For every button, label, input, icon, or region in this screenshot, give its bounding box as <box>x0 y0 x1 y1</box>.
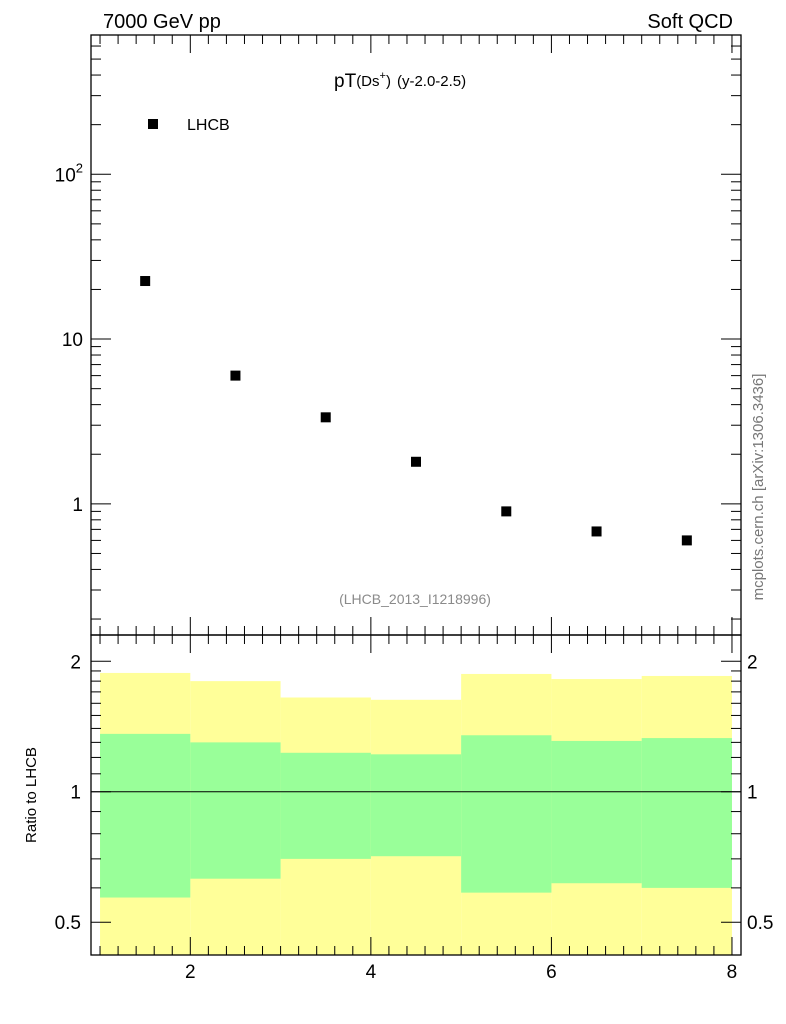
ratio-y-tick-label-right: 0.5 <box>747 913 773 934</box>
y-tick-label: 102 <box>55 160 83 186</box>
ratio-ylabel: Ratio to LHCB <box>23 747 40 843</box>
main-panel: pT(Ds+) (y-2.0-2.5) LHCB 1 10 102 (LHCB_201… <box>55 34 742 636</box>
ratio-y-tick-label-right: 2 <box>747 652 758 673</box>
inner-band-bin <box>641 738 732 888</box>
x-tick-label: 8 <box>727 962 738 983</box>
y-tick-label: 10 <box>62 330 83 351</box>
data-point <box>230 370 241 381</box>
main-title: pT(Ds+) (y-2.0-2.5) <box>334 70 466 92</box>
watermark: mcplots.cern.ch [arXiv:1306.3436] <box>750 374 767 601</box>
ratio-y-tick-label-left: 2 <box>70 652 81 673</box>
x-tick-label: 4 <box>366 962 377 983</box>
uncertainty-bands <box>91 672 741 955</box>
x-tick-label: 6 <box>546 962 557 983</box>
reference-label: (LHCB_2013_I1218996) <box>339 591 491 607</box>
data-point <box>681 535 692 546</box>
ratio-y-tick-label-left: 0.5 <box>55 913 81 934</box>
legend-marker <box>148 119 158 129</box>
y-tick-label: 1 <box>72 495 83 516</box>
inner-band-bin <box>551 740 642 884</box>
inner-band-bin <box>370 754 462 857</box>
data-point <box>591 526 602 537</box>
data-point <box>140 276 151 287</box>
ratio-y-tick-label-right: 1 <box>747 783 758 804</box>
data-point <box>411 456 421 467</box>
data-point <box>501 506 512 517</box>
ratio-panel: 0.5 0.5 1 1 2 2 2 4 6 8 Ratio to LHCB <box>23 634 773 983</box>
x-tick-label: 2 <box>185 962 196 983</box>
data-points <box>140 276 692 546</box>
inner-band-bin <box>461 735 552 893</box>
inner-band-bin <box>100 733 191 898</box>
inner-band-bin <box>280 752 371 859</box>
ratio-y-tick-label-left: 1 <box>70 783 81 804</box>
legend-label: LHCB <box>187 117 230 134</box>
inner-band-bin <box>190 742 281 879</box>
ratio-frame <box>90 634 742 956</box>
header-right: Soft QCD <box>647 11 733 33</box>
data-point <box>320 412 331 423</box>
header-left: 7000 GeV pp <box>103 11 221 33</box>
